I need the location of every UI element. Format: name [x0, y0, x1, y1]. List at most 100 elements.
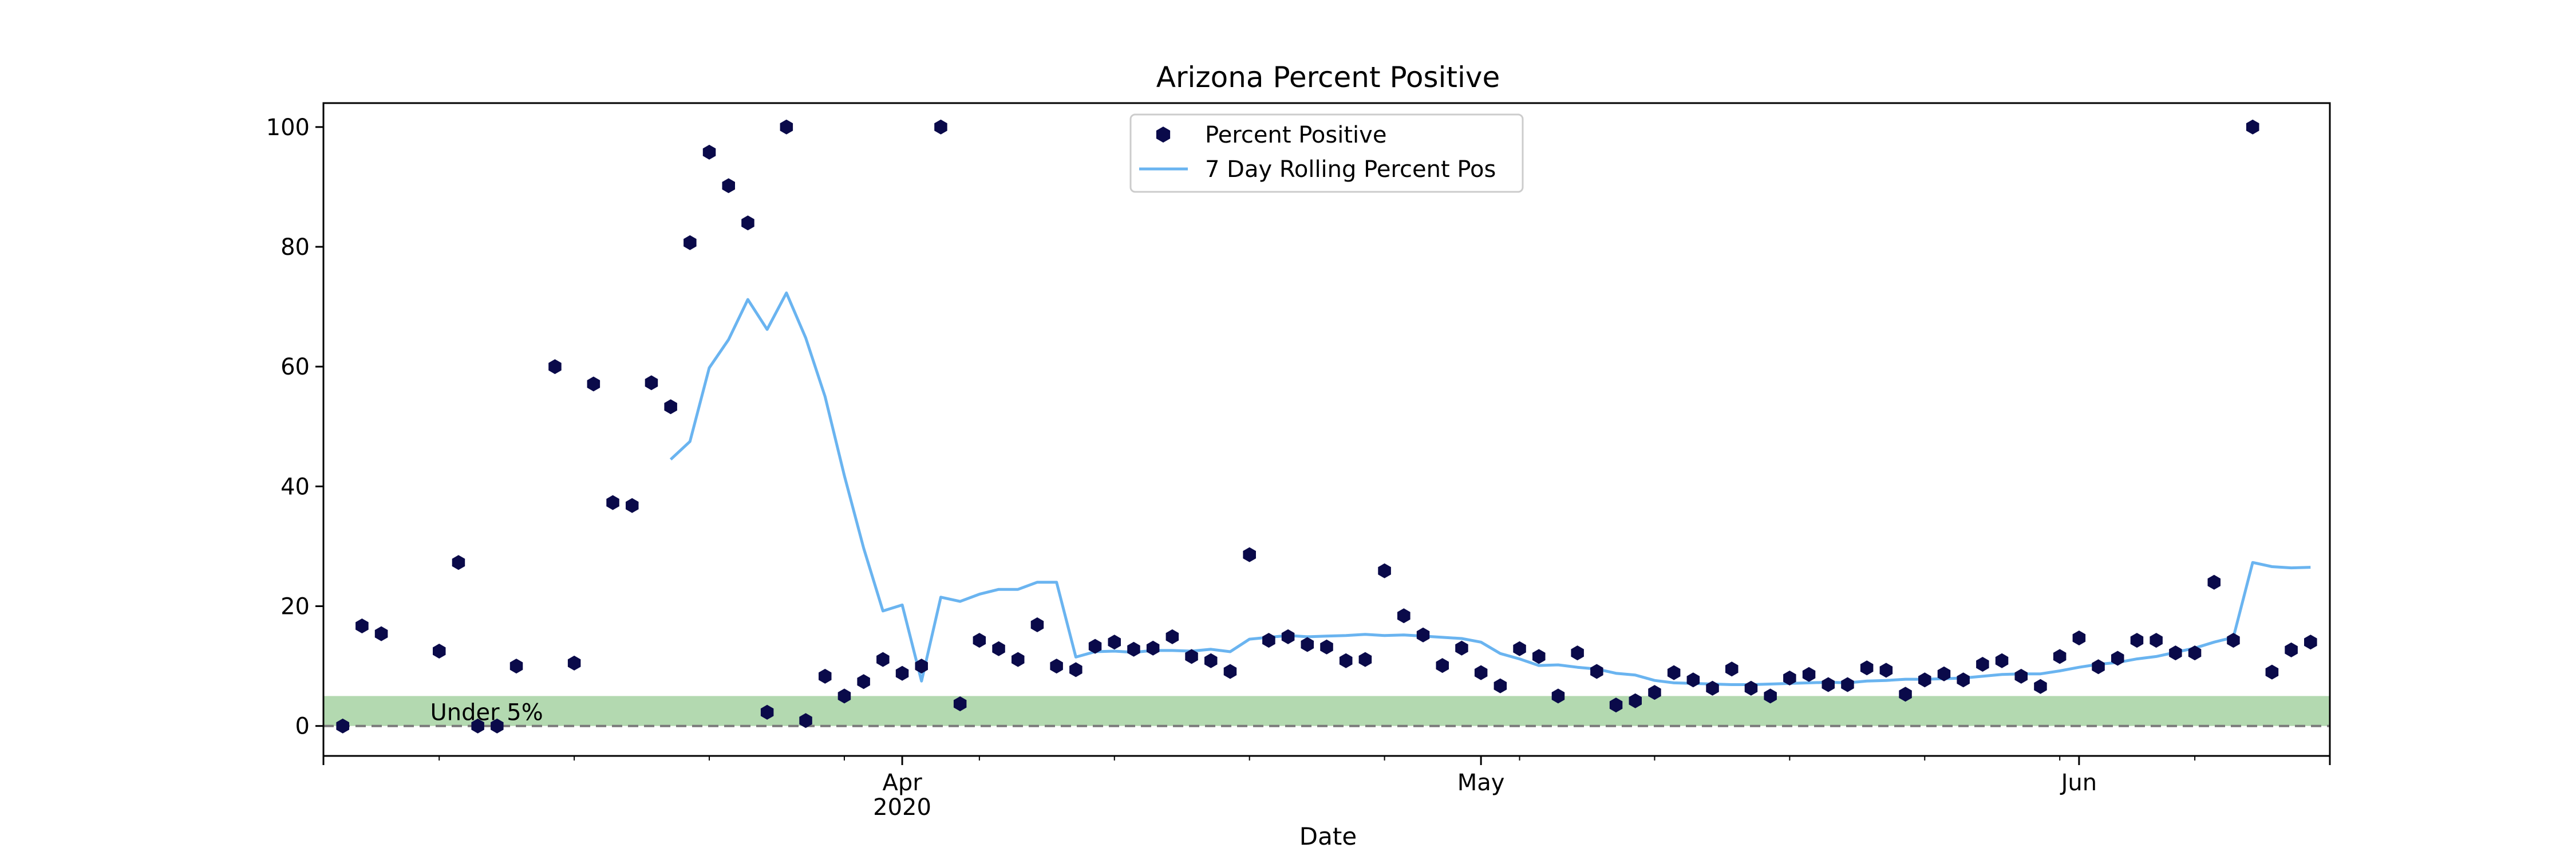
data-point-7	[509, 659, 523, 674]
data-point-4	[452, 555, 465, 570]
data-point-69	[1725, 661, 1739, 677]
band-label: Under 5%	[430, 700, 543, 726]
data-point-50	[1358, 652, 1372, 667]
data-point-81	[1957, 672, 1970, 688]
data-point-5	[471, 718, 484, 734]
data-point-37	[1108, 635, 1121, 650]
data-point-33	[1030, 617, 1044, 632]
data-point-49	[1339, 653, 1353, 668]
legend-label-percent-positive: Percent Positive	[1205, 122, 1386, 148]
data-point-9	[567, 655, 581, 671]
y-tick-label-40: 40	[280, 474, 310, 500]
data-point-45	[1262, 633, 1275, 648]
data-point-58	[1513, 641, 1526, 656]
data-point-11	[606, 495, 619, 510]
data-point-52	[1397, 608, 1411, 624]
data-point-19	[760, 704, 774, 720]
x-tick-label-2: Jun	[2060, 770, 2097, 796]
data-point-42	[1204, 653, 1218, 668]
data-points	[336, 119, 2317, 734]
data-point-48	[1320, 639, 1333, 655]
data-point-10	[587, 376, 600, 392]
data-point-73	[1802, 667, 1816, 682]
data-point-15	[683, 235, 697, 250]
data-point-95	[2227, 633, 2240, 648]
data-point-87	[2072, 631, 2086, 645]
data-point-82	[1976, 657, 1989, 672]
data-point-6	[491, 718, 504, 734]
data-point-22	[819, 668, 832, 684]
data-point-31	[992, 641, 1005, 656]
data-point-25	[876, 652, 890, 667]
data-point-79	[1918, 672, 1931, 688]
data-point-63	[1609, 698, 1623, 713]
legend: Percent Positive 7 Day Rolling Percent P…	[1129, 113, 1524, 193]
data-point-40	[1165, 629, 1179, 644]
y-tick-label-60: 60	[280, 354, 310, 380]
data-point-74	[1822, 677, 1835, 692]
data-point-88	[2092, 659, 2105, 675]
data-point-41	[1185, 649, 1198, 664]
legend-label-rolling: 7 Day Rolling Percent Pos	[1205, 156, 1496, 183]
data-point-36	[1088, 639, 1102, 654]
data-point-85	[2034, 679, 2047, 694]
data-point-0	[336, 718, 349, 734]
x-tick-sublabel-0: 2020	[873, 794, 931, 821]
data-point-99	[2304, 635, 2317, 650]
x-tick-label-1: May	[1457, 770, 1505, 796]
data-point-13	[645, 375, 658, 391]
data-point-56	[1474, 665, 1488, 680]
data-point-93	[2188, 645, 2202, 661]
data-point-46	[1281, 629, 1295, 644]
data-point-78	[1899, 687, 1912, 702]
under-5-band	[323, 696, 2330, 726]
data-point-34	[1050, 659, 1063, 674]
data-point-26	[895, 665, 909, 681]
data-point-89	[2111, 651, 2124, 666]
axes-frame	[322, 102, 2331, 757]
data-point-59	[1532, 649, 1546, 664]
data-point-8	[548, 359, 562, 375]
data-point-64	[1629, 693, 1642, 708]
data-point-12	[626, 498, 639, 513]
y-axis: 0 20 40 60 80 100	[266, 115, 323, 740]
data-point-91	[2150, 633, 2163, 648]
data-point-90	[2130, 633, 2144, 648]
plot-area: Under 5%	[323, 119, 2330, 734]
data-point-24	[857, 674, 870, 689]
data-point-86	[2053, 649, 2067, 664]
y-tick-label-0: 0	[295, 714, 310, 740]
data-point-71	[1764, 688, 1777, 704]
data-point-84	[2014, 668, 2028, 684]
data-point-54	[1436, 658, 1449, 673]
data-point-21	[799, 713, 812, 728]
y-tick-label-80: 80	[280, 234, 310, 261]
data-point-65	[1648, 685, 1661, 700]
data-point-38	[1127, 641, 1140, 657]
y-tick-label-100: 100	[266, 115, 310, 141]
data-point-68	[1706, 680, 1719, 696]
data-point-92	[2169, 645, 2182, 661]
data-point-18	[741, 215, 754, 231]
data-point-53	[1416, 627, 1430, 643]
data-point-44	[1243, 547, 1256, 562]
y-tick-label-20: 20	[280, 594, 310, 620]
data-point-55	[1455, 640, 1468, 656]
data-point-3	[433, 644, 446, 659]
legend-marker-percent-positive	[1156, 127, 1171, 143]
data-point-43	[1223, 664, 1237, 679]
data-point-67	[1686, 672, 1700, 688]
data-point-16	[702, 144, 716, 160]
data-point-98	[2285, 642, 2298, 657]
x-axis-title: Date	[1299, 822, 1357, 850]
data-point-35	[1069, 662, 1082, 677]
data-point-94	[2207, 574, 2221, 590]
data-point-83	[1995, 653, 2009, 668]
data-point-29	[953, 696, 967, 711]
data-point-57	[1494, 678, 1507, 693]
data-point-27	[915, 659, 928, 674]
chart-title: Arizona Percent Positive	[1156, 61, 1500, 94]
data-point-77	[1879, 663, 1893, 678]
data-point-14	[664, 399, 677, 415]
